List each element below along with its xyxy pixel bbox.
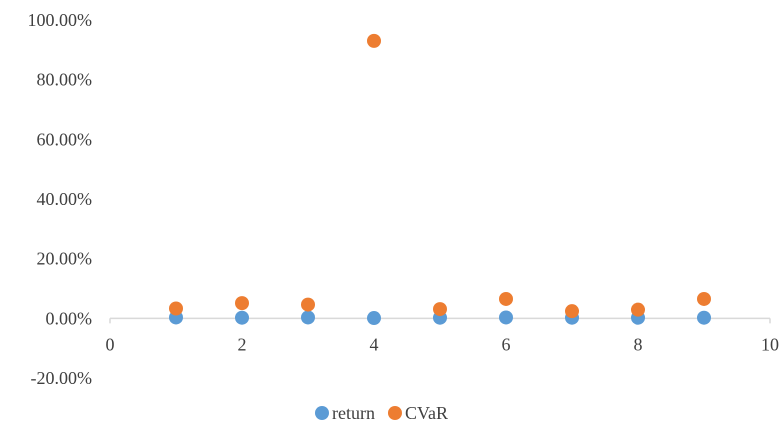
legend-label-return: return: [332, 403, 375, 423]
x-tick-label: 8: [634, 334, 643, 354]
y-tick-label: 100.00%: [28, 10, 93, 30]
cvar-point: [433, 302, 447, 317]
legend-label-cvar: CVaR: [405, 403, 448, 423]
y-tick-label: 40.00%: [37, 189, 93, 209]
cvar-point: [631, 302, 645, 317]
return-point: [367, 311, 381, 326]
cvar-point: [499, 291, 513, 306]
legend-marker-cvar: [387, 406, 402, 420]
return-point: [301, 310, 315, 325]
cvar-point: [169, 301, 183, 316]
x-tick-label: 0: [106, 334, 115, 354]
x-axis-tick-labels: 0 2 4 6 8 10: [106, 334, 780, 354]
y-tick-label: 20.00%: [37, 249, 93, 269]
y-tick-label: -20.00%: [31, 368, 93, 388]
y-tick-label: 60.00%: [37, 129, 93, 149]
y-tick-label: 80.00%: [37, 70, 93, 90]
y-tick-label: 0.00%: [46, 308, 93, 328]
cvar-point: [697, 291, 711, 306]
legend: return CVaR: [315, 403, 448, 423]
cvar-point: [367, 33, 381, 48]
cvar-point: [301, 297, 315, 312]
cvar-point: [565, 304, 579, 319]
x-tick-label: 10: [761, 334, 779, 354]
data-points: [169, 33, 711, 326]
x-tick-label: 2: [238, 334, 247, 354]
y-axis-tick-labels: -20.00% 0.00% 20.00% 40.00% 60.00% 80.00% 100.…: [28, 10, 93, 388]
x-tick-label: 6: [502, 334, 511, 354]
return-point: [235, 310, 249, 325]
return-point: [499, 310, 513, 325]
x-tick-label: 4: [370, 334, 379, 354]
cvar-point: [235, 296, 249, 311]
return-point: [697, 310, 711, 325]
legend-marker-return: [315, 406, 329, 420]
